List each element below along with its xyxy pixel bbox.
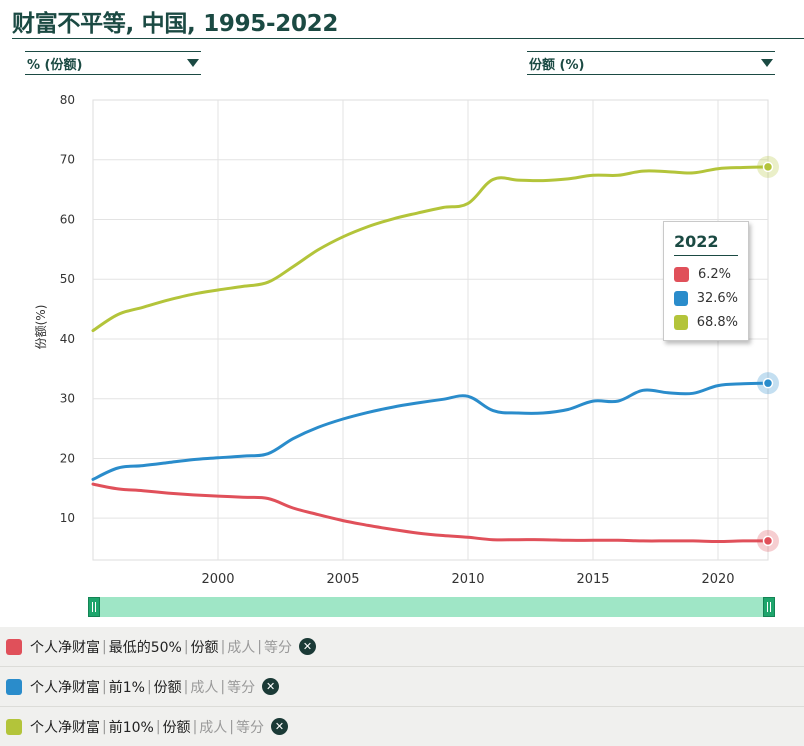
endpoint-dot-2 — [762, 161, 774, 173]
legend-swatch — [6, 718, 22, 735]
legend-part: 最低的50% — [108, 639, 182, 656]
y-tick-label: 70 — [60, 153, 75, 167]
chevron-down-icon — [187, 59, 199, 67]
series-legend: 个人净财富 | 最低的50% | 份额 | 成人 | 等分 ✕ 个人净财富 | … — [0, 627, 804, 746]
legend-part: 个人净财富 — [30, 639, 100, 656]
endpoint-dot-1 — [762, 377, 774, 389]
y-axis-unit-select[interactable]: % (份额) — [25, 51, 201, 75]
y-tick-label: 30 — [60, 392, 75, 406]
series-line-0 — [91, 482, 770, 543]
legend-part: 份额 — [153, 679, 182, 696]
legend-separator: | — [257, 638, 262, 655]
y-tick-label: 40 — [60, 332, 75, 346]
indicator-unit-select[interactable]: 份额 (%) — [527, 51, 775, 75]
tooltip-value: 68.8% — [696, 314, 738, 330]
range-end-handle[interactable] — [763, 597, 775, 617]
legend-part: 等分 — [236, 719, 264, 736]
x-tick-label: 2020 — [701, 572, 734, 587]
tooltip-swatch — [674, 290, 688, 306]
legend-separator: | — [183, 638, 189, 655]
legend-separator: | — [155, 718, 161, 735]
tooltip-row: 32.6% — [674, 286, 738, 310]
page-title: 财富不平等, 中国, 1995-2022 — [12, 11, 339, 37]
legend-item-top10[interactable]: 个人净财富 | 前10% | 份额 | 成人 | 等分 ✕ — [0, 707, 804, 746]
series-lines — [91, 165, 770, 543]
legend-part: 份额 — [162, 719, 191, 736]
legend-swatch — [6, 638, 22, 655]
x-tick-label: 2000 — [201, 572, 234, 587]
legend-swatch — [6, 678, 22, 695]
legend-part: 前10% — [108, 719, 154, 736]
legend-separator: | — [220, 678, 226, 695]
hover-tooltip: 2022 6.2% 32.6% 68.8% — [663, 221, 749, 341]
y-tick-label: 60 — [60, 212, 75, 226]
tooltip-row: 68.8% — [674, 310, 738, 334]
title-divider — [12, 38, 804, 39]
tooltip-year: 2022 — [674, 232, 738, 256]
tooltip-swatch — [674, 314, 688, 330]
legend-item-bottom50[interactable]: 个人净财富 | 最低的50% | 份额 | 成人 | 等分 ✕ — [0, 627, 804, 667]
legend-part: 份额 — [190, 639, 219, 656]
range-start-handle[interactable] — [88, 597, 100, 617]
legend-part: 等分 — [264, 639, 292, 656]
endpoint-dot-0 — [762, 535, 774, 547]
y-tick-label: 10 — [60, 511, 75, 525]
legend-separator: | — [102, 718, 107, 735]
x-tick-label: 2005 — [326, 572, 359, 587]
legend-separator: | — [229, 718, 234, 735]
tooltip-value: 32.6% — [696, 290, 738, 306]
series-line-2 — [91, 165, 770, 333]
y-axis-label: 份额(%) — [34, 305, 48, 350]
tooltip-row: 6.2% — [674, 262, 738, 286]
y-tick-label: 80 — [60, 93, 75, 107]
legend-separator: | — [102, 678, 107, 695]
line-chart[interactable]: 10 20 30 40 50 60 70 80 2000 2005 2010 2015 2020 份额… — [0, 80, 804, 590]
x-tick-label: 2015 — [576, 572, 609, 587]
series-line-1 — [91, 381, 770, 481]
y-tick-label: 50 — [60, 272, 75, 286]
legend-separator: | — [192, 718, 198, 735]
legend-separator: | — [220, 638, 226, 655]
legend-part: 成人 — [190, 679, 219, 696]
legend-part: 前1% — [108, 679, 145, 696]
legend-part: 个人净财富 — [30, 679, 100, 696]
y-axis: 10 20 30 40 50 60 70 80 — [60, 93, 75, 525]
tooltip-swatch — [674, 266, 689, 282]
legend-part: 成人 — [227, 639, 256, 656]
legend-item-top1[interactable]: 个人净财富 | 前1% | 份额 | 成人 | 等分 ✕ — [0, 667, 804, 707]
close-icon[interactable]: ✕ — [262, 678, 280, 695]
indicator-unit-select-label: 份额 (%) — [529, 57, 585, 73]
legend-separator: | — [183, 678, 189, 695]
series-endpoints[interactable] — [757, 155, 779, 552]
x-axis: 2000 2005 2010 2015 2020 — [201, 572, 734, 587]
year-range-slider[interactable] — [88, 597, 775, 617]
x-tick-label: 2010 — [451, 572, 484, 587]
y-axis-unit-select-label: % (份额) — [27, 57, 83, 73]
close-icon[interactable]: ✕ — [271, 718, 288, 735]
legend-separator: | — [146, 678, 152, 695]
y-tick-label: 20 — [60, 451, 75, 465]
legend-part: 等分 — [227, 679, 256, 696]
close-icon[interactable]: ✕ — [299, 638, 316, 655]
tooltip-value: 6.2% — [698, 266, 732, 282]
legend-part: 成人 — [199, 719, 228, 736]
chevron-down-icon — [761, 59, 773, 67]
legend-separator: | — [102, 638, 107, 655]
legend-part: 个人净财富 — [30, 719, 100, 736]
